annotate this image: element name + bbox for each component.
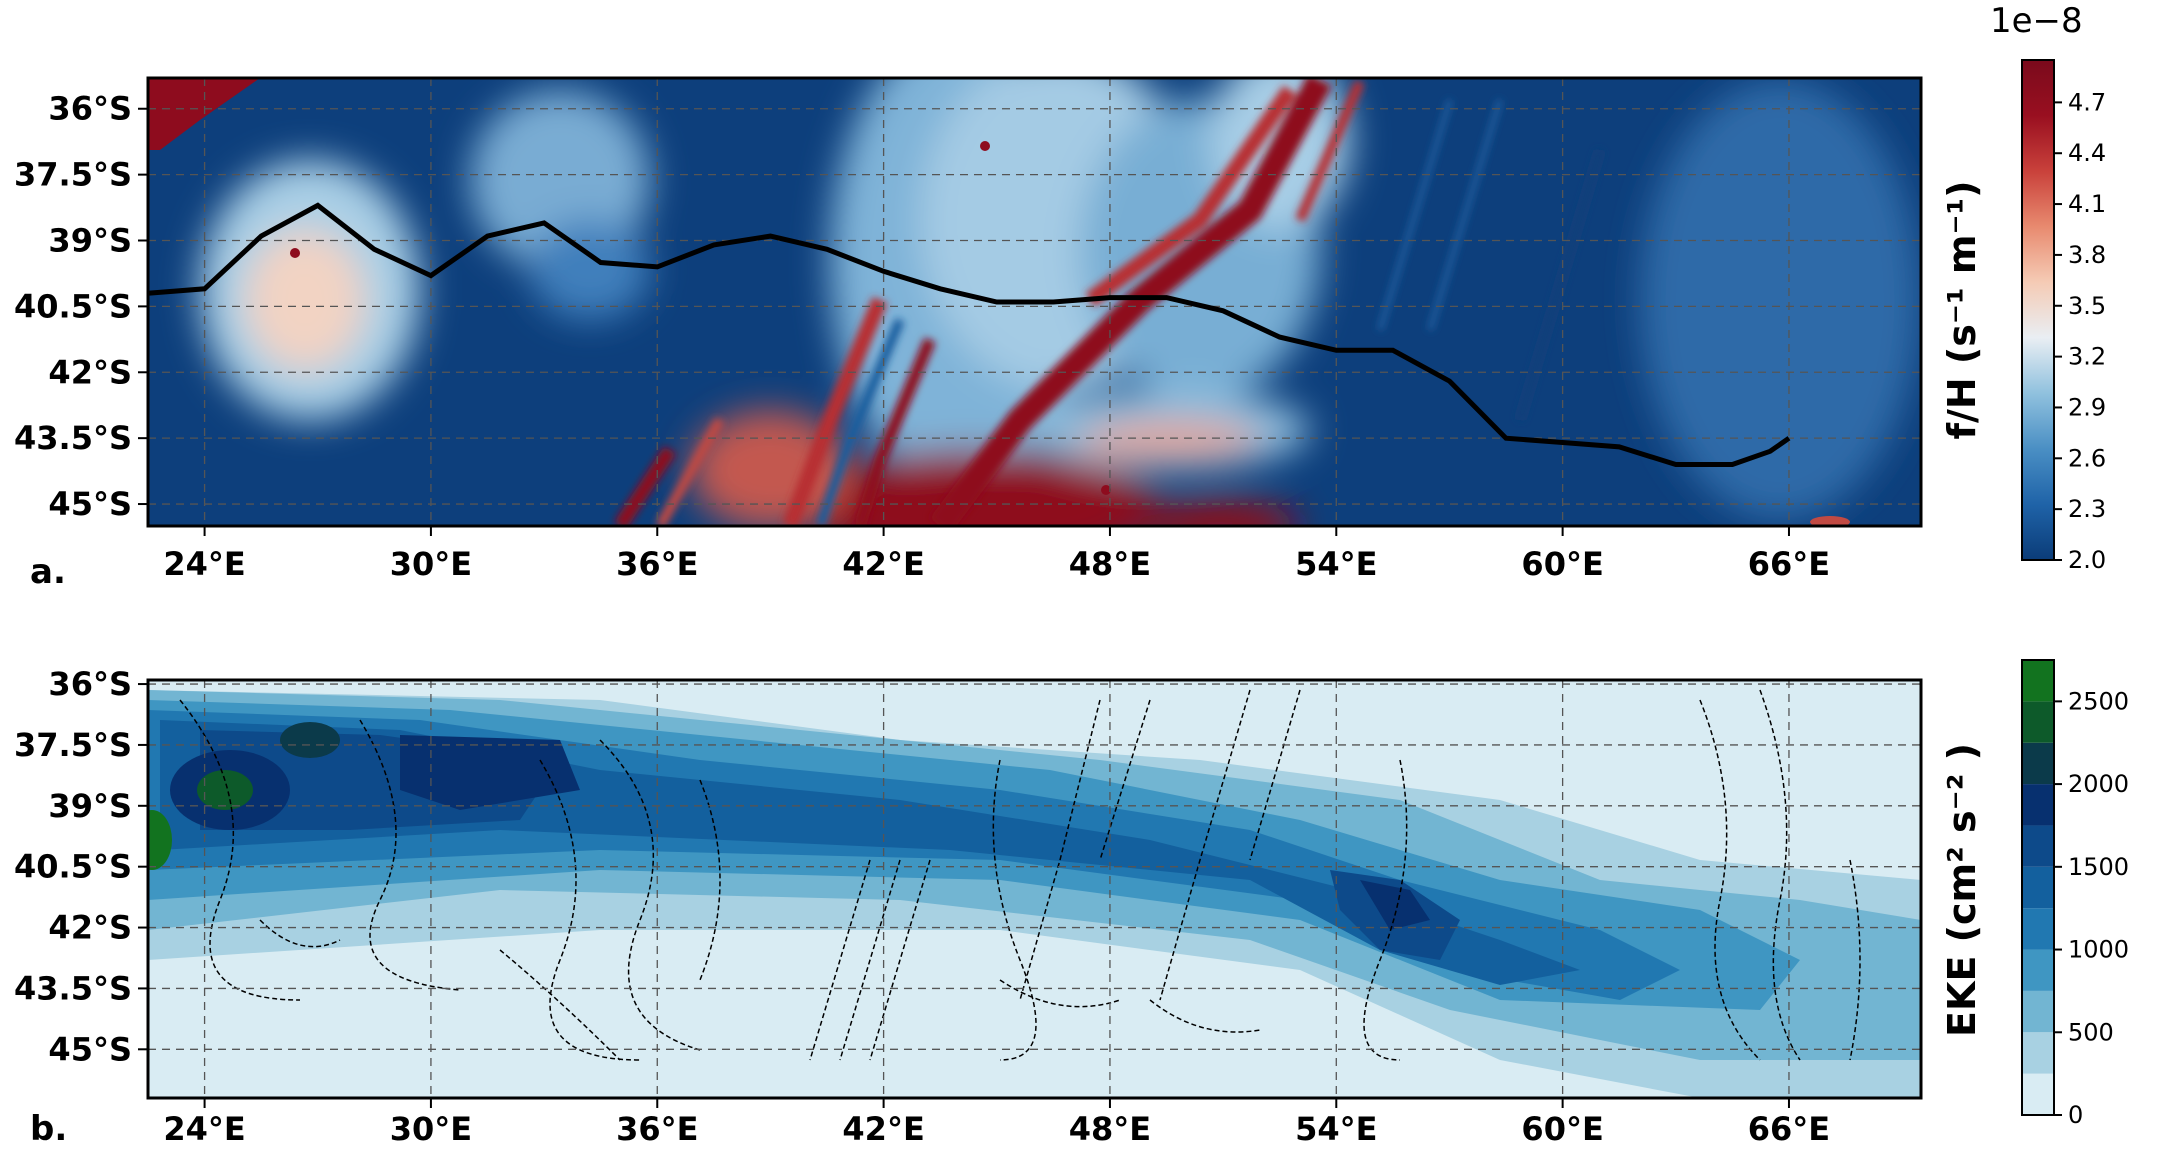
- panel-a-colorbar-bar: [2021, 59, 2055, 561]
- panel-b-x-tick-label: 24°E: [163, 1110, 245, 1148]
- panel-b-colorbar: 0 500 1000 1500 2000 2500: [2021, 659, 2129, 1129]
- panel-a-colorbar-level: [2022, 660, 2054, 702]
- panel-a-y-tick-label: 43.5°S: [14, 419, 132, 457]
- panel-b-x-tick-label: 30°E: [390, 1110, 472, 1148]
- panel-a-y-tick-label: 40.5°S: [14, 287, 132, 325]
- panel-a-colorbar-tick-label: 2.6: [2068, 444, 2106, 472]
- panel-b-frame: [146, 678, 1923, 1100]
- panel-a-y-tick-label: 37.5°S: [14, 156, 132, 194]
- panel-b-y-tick-label: 42°S: [48, 909, 132, 947]
- panel-b-y-tick-label: 39°S: [48, 787, 132, 825]
- panel-b-x-tick-label: 66°E: [1748, 1110, 1830, 1148]
- panel-a-y-tick-label: 45°S: [48, 485, 132, 523]
- panel-b-x-tick-label: 48°E: [1069, 1110, 1151, 1148]
- panel-a: 24°E 30°E 36°E 42°E 48°E 54°E 60°E 66°E 36°S 37.…: [14, 1, 2106, 592]
- panel-a-x-tick-label: 54°E: [1295, 545, 1377, 583]
- panel-b-colorbar-tick-label: 1000: [2068, 936, 2129, 964]
- panel-b-x-tick-label: 54°E: [1295, 1110, 1377, 1148]
- panel-b-x-tick-label: 60°E: [1521, 1110, 1603, 1148]
- panel-a-colorbar-level: [2022, 1032, 2054, 1074]
- panel-a-colorbar-label: f/H (s⁻¹ m⁻¹): [1940, 180, 1984, 439]
- panel-a-grid: [148, 78, 1921, 526]
- panel-a-colorbar-tick-label: 3.2: [2068, 343, 2106, 371]
- panel-a-x-tick-label: 42°E: [842, 545, 924, 583]
- panel-a-colorbar-tick-label: 4.4: [2068, 139, 2106, 167]
- panel-a-label: a.: [30, 552, 66, 592]
- panel-a-colorbar: 2.0 2.3 2.6 2.9 3.2 3.5 3.8 4.1 4.4 4.7: [2021, 59, 2106, 574]
- panel-b-y-tick-label: 40.5°S: [14, 848, 132, 886]
- panel-b-x-tick-label: 42°E: [842, 1110, 924, 1148]
- panel-a-x-tick-label: 66°E: [1748, 545, 1830, 583]
- panel-a-colorbar-level: [2022, 908, 2054, 950]
- panel-a-colorbar-tick-label: 4.1: [2068, 190, 2106, 218]
- panel-a-colorbar-tick-label: 2.0: [2068, 546, 2106, 574]
- panel-b-x-tick-label: 36°E: [616, 1110, 698, 1148]
- panel-a-colorbar-tick-label: 3.8: [2068, 241, 2106, 269]
- panel-a-x-tick-label: 30°E: [390, 545, 472, 583]
- panel-a-frame: [146, 76, 1923, 528]
- panel-a-colorbar-tick-label: 4.7: [2068, 88, 2106, 116]
- panel-b-field: [148, 689, 1921, 1098]
- panel-b-colorbar-bar: [2021, 659, 2055, 1116]
- panel-a-colorbar-tick-label: 3.5: [2068, 292, 2106, 320]
- panel-b-colorbar-tick-label: 1500: [2068, 853, 2129, 881]
- panel-b-label: b.: [30, 1109, 67, 1149]
- panel-a-x-ticks: 24°E 30°E 36°E 42°E 48°E 54°E 60°E 66°E: [163, 526, 1830, 583]
- panel-a-y-tick-label: 36°S: [48, 90, 132, 128]
- panel-a-x-tick-label: 24°E: [163, 545, 245, 583]
- panel-b-colorbar-tick-label: 2500: [2068, 687, 2129, 715]
- panel-a-y-tick-label: 42°S: [48, 353, 132, 391]
- panel-b-grid: [148, 680, 1921, 1098]
- panel-b-y-tick-label: 45°S: [48, 1030, 132, 1068]
- panel-b-colorbar-tick-label: 500: [2068, 1018, 2114, 1046]
- panel-a-y-ticks: 36°S 37.5°S 39°S 40.5°S 42°S 43.5°S 45°S: [14, 90, 148, 523]
- panel-b-colorbar-tick-label: 2000: [2068, 770, 2129, 798]
- panel-a-front-line: [148, 202, 1791, 467]
- panel-a-y-tick-label: 39°S: [48, 222, 132, 260]
- panel-a-colorbar-level: [2022, 701, 2054, 743]
- panel-a-x-tick-label: 36°E: [616, 545, 698, 583]
- panel-b-y-tick-label: 37.5°S: [14, 726, 132, 764]
- panel-a-colorbar-level: [2022, 949, 2054, 991]
- panel-b-y-ticks: 36°S 37.5°S 39°S 40.5°S 42°S 43.5°S 45°S: [14, 665, 148, 1068]
- panel-a-x-tick-label: 48°E: [1069, 545, 1151, 583]
- panel-a-colorbar-level: [2022, 1073, 2054, 1115]
- panel-a-colorbar-tick-label: 2.3: [2068, 495, 2106, 523]
- panel-b-colorbar-tick-label: 0: [2068, 1101, 2083, 1129]
- panel-a-colorbar-level: [2022, 784, 2054, 826]
- panel-b-x-ticks: 24°E 30°E 36°E 42°E 48°E 54°E 60°E 66°E: [163, 1098, 1830, 1148]
- panel-b-y-tick-label: 36°S: [48, 665, 132, 703]
- panel-a-colorbar-offset: 1e−8: [1990, 1, 2083, 41]
- panel-a-colorbar-level: [2022, 990, 2054, 1033]
- panel-a-colorbar-level: [2022, 866, 2054, 909]
- panel-a-x-tick-label: 60°E: [1521, 545, 1603, 583]
- panel-b-y-tick-label: 43.5°S: [14, 969, 132, 1007]
- panel-b-colorbar-label: EKE (cm² s⁻² ): [1940, 743, 1984, 1037]
- panel-a-colorbar-level: [2022, 742, 2054, 785]
- panel-a-colorbar-level: [2022, 825, 2054, 867]
- panel-a-colorbar-tick-label: 2.9: [2068, 393, 2106, 421]
- panel-b: 24°E 30°E 36°E 42°E 48°E 54°E 60°E 66°E 36°S 37.…: [14, 659, 2129, 1149]
